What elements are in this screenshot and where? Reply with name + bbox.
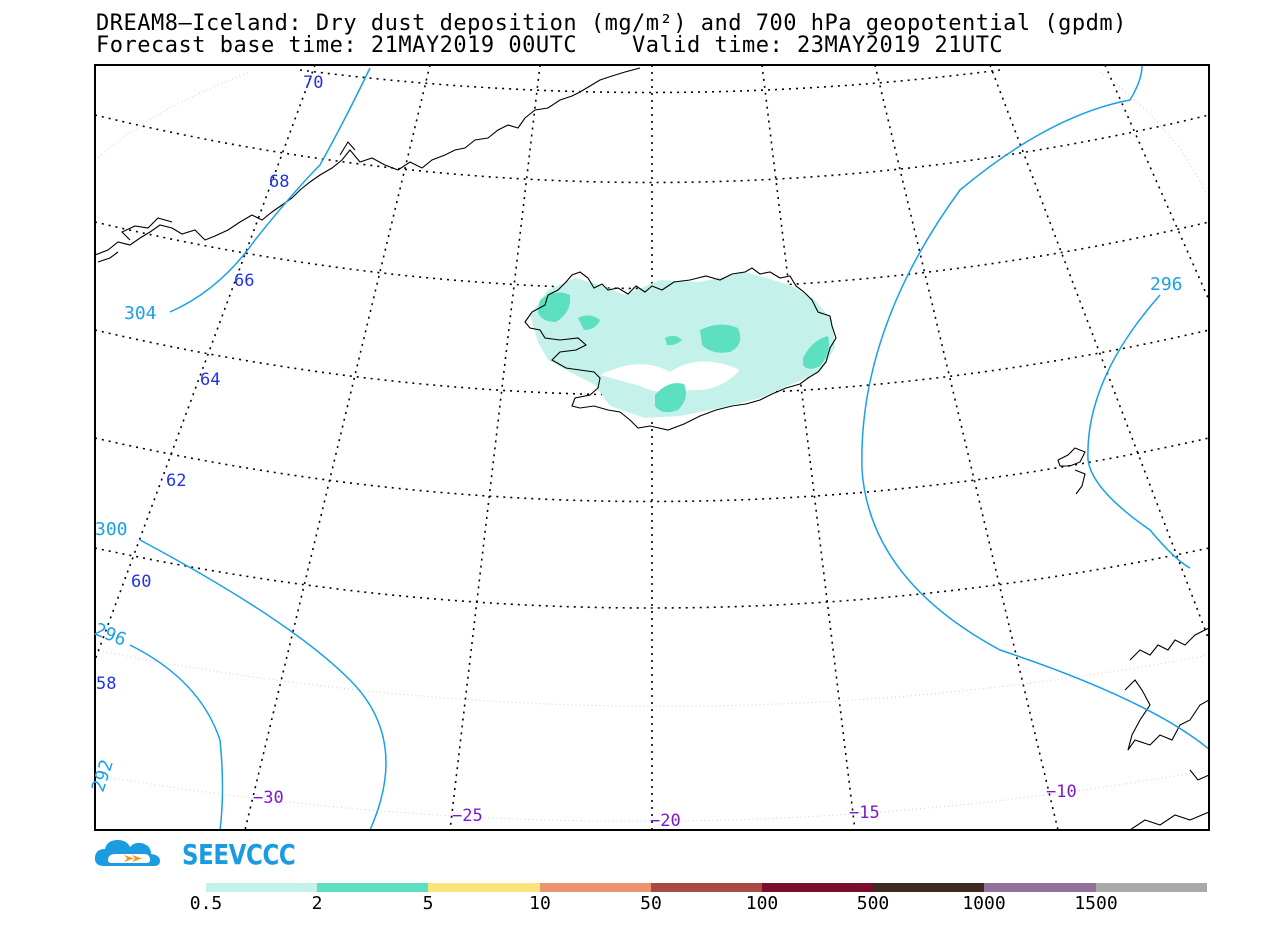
contour-label: 300 — [95, 519, 128, 540]
longitude-label: −20 — [650, 811, 681, 831]
latitude-label: 70 — [303, 73, 323, 93]
colorbar-label: 100 — [745, 893, 779, 914]
chart-title-line1: DREAM8—Iceland: Dry dust deposition (mg/… — [96, 11, 1127, 36]
map-frame — [94, 64, 1210, 831]
contour-label: 292 — [88, 757, 118, 794]
colorbar-swatch — [1095, 883, 1207, 892]
seevccc-logo — [94, 840, 160, 866]
contour-label: 296 — [91, 619, 129, 651]
colorbar-swatch — [650, 883, 762, 892]
colorbar-swatch — [984, 883, 1096, 892]
contour-label: 296 — [1150, 274, 1183, 295]
colorbar-label: 1500 — [1074, 893, 1118, 914]
colorbar-label: 0.5 — [189, 893, 223, 914]
colorbar-swatch — [761, 883, 874, 892]
geopotential-contours — [129, 65, 1209, 830]
colorbar-label: 1000 — [962, 893, 1006, 914]
colorbar — [206, 883, 1207, 892]
faint-graticule — [95, 71, 1209, 822]
colorbar-swatch — [539, 883, 651, 892]
latitude-label: 66 — [234, 271, 254, 291]
colorbar-label: 10 — [529, 893, 551, 914]
colorbar-swatch — [428, 883, 540, 892]
latitude-label: 68 — [269, 172, 289, 192]
colorbar-label: 5 — [422, 893, 434, 914]
longitude-label: −30 — [253, 788, 284, 808]
seevccc-logo-text: SEEVCCC — [182, 838, 296, 871]
longitude-label: −15 — [849, 803, 880, 823]
colorbar-label: 2 — [311, 893, 323, 914]
chart-title-line2: Forecast base time: 21MAY2019 00UTC Vali… — [96, 33, 1004, 58]
colorbar-label: 50 — [640, 893, 662, 914]
colorbar-swatch — [873, 883, 985, 892]
latitude-label: 64 — [200, 370, 220, 390]
contour-label: 304 — [124, 303, 157, 324]
coastlines — [95, 67, 1209, 830]
colorbar-label: 500 — [856, 893, 890, 914]
dust-deposition-area — [530, 272, 835, 418]
longitude-label: −25 — [452, 806, 483, 826]
colorbar-swatch — [317, 883, 429, 892]
colorbar-swatch — [206, 883, 318, 892]
latitude-label: 62 — [166, 471, 186, 491]
longitude-label: −10 — [1046, 782, 1077, 802]
longitude-lines — [95, 65, 1209, 830]
latitude-label: 58 — [96, 674, 116, 694]
latitude-label: 60 — [131, 572, 151, 592]
